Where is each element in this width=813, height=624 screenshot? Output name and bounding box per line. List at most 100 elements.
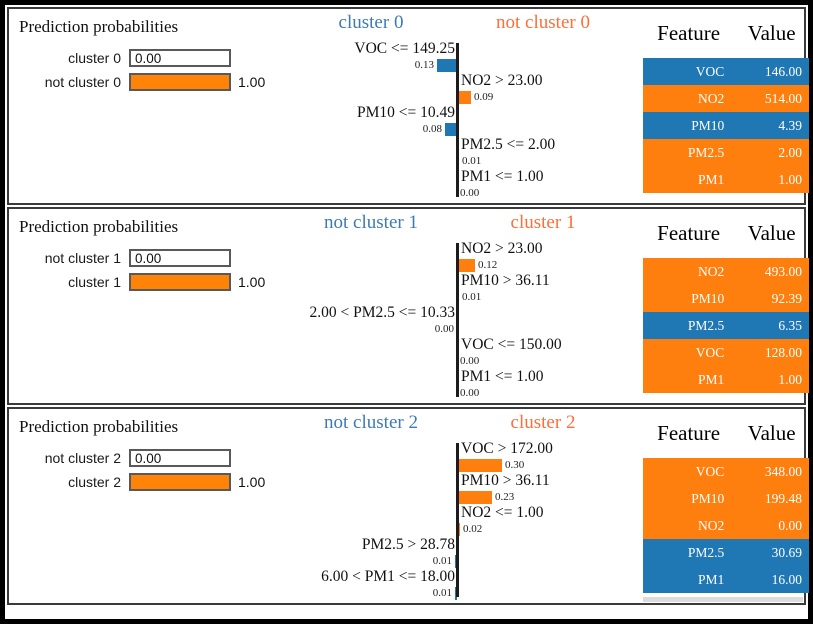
feature-row: PM2.5 > 28.78 0.01: [285, 536, 629, 568]
feature-label: PM2.5 > 28.78: [361, 536, 455, 553]
feature-weight-chart: not cluster 1 cluster 1 NO2 > 23.00 0.12…: [285, 211, 629, 403]
feature-label: PM1 <= 1.00: [461, 368, 544, 385]
feature-weight: 0.02: [463, 523, 483, 535]
feature-label: 2.00 < PM2.5 <= 10.33: [309, 304, 455, 321]
feature-row: VOC > 172.00 0.30: [285, 440, 629, 472]
feature-value-cell: 2.00: [778, 144, 802, 160]
probability-label: cluster 2: [68, 474, 121, 490]
table-row: PM1 16.00: [643, 566, 809, 593]
feature-name-cell: PM1: [698, 171, 725, 187]
feature-name-cell: NO2: [698, 517, 725, 533]
feature-name-cell: PM2.5: [687, 144, 725, 160]
probability-value: 0.00: [135, 450, 162, 466]
feature-name-cell: VOC: [695, 463, 725, 479]
feature-bar: [457, 90, 471, 104]
feature-weight: 0.00: [460, 355, 480, 367]
feature-value-cell: 0.00: [778, 517, 802, 533]
table-row: NO2 0.00: [643, 512, 809, 539]
feature-name-cell: PM10: [691, 290, 725, 306]
table-row: VOC 128.00: [643, 339, 809, 366]
table-row: PM1 1.00: [643, 366, 809, 393]
feature-name-cell: VOC: [695, 63, 725, 79]
feature-weight: 0.00: [434, 323, 454, 335]
probability-bar-filled: [129, 73, 231, 91]
legend-right-label: not cluster 0: [496, 12, 590, 33]
lime-panel-cluster-2: Prediction probabilities not cluster 2 0…: [7, 407, 809, 605]
feature-value-cell: 348.00: [764, 463, 802, 479]
feature-row: VOC <= 150.00 0.00: [285, 336, 629, 368]
feature-weight: 0.01: [432, 555, 452, 567]
probability-row: not cluster 2 0.00: [17, 449, 292, 467]
feature-weight-chart: not cluster 2 cluster 2 VOC > 172.00 0.3…: [285, 411, 629, 603]
feature-weight: 0.01: [432, 587, 452, 599]
feature-label: VOC > 172.00: [461, 440, 553, 457]
feature-bar: [457, 458, 502, 472]
feature-rows: VOC > 172.00 0.30 PM10 > 36.11 0.23 NO2 …: [285, 440, 629, 600]
feature-value-table: Feature Value VOC 348.00 PM10 199.48 NO2 0.…: [643, 419, 809, 593]
chart-legend: cluster 0 not cluster 0: [285, 11, 629, 37]
feature-weight: 0.01: [462, 291, 482, 303]
feature-row: 6.00 < PM1 <= 18.00 0.01: [285, 568, 629, 600]
feature-weight-chart: cluster 0 not cluster 0 VOC <= 149.25 0.…: [285, 11, 629, 203]
lime-panel-cluster-1: Prediction probabilities not cluster 1 0…: [7, 207, 809, 405]
feature-weight: 0.23: [495, 491, 515, 503]
feature-value-table: Feature Value VOC 146.00 NO2 514.00 PM10 4.…: [643, 19, 809, 193]
feature-value-cell: 16.00: [771, 571, 802, 587]
feature-bar: [437, 58, 457, 72]
probability-label: not cluster 0: [44, 74, 121, 90]
feature-bar: [457, 258, 475, 272]
table-row: NO2 514.00: [643, 85, 809, 112]
feature-label: PM2.5 <= 2.00: [461, 136, 556, 153]
feature-name-cell: PM1: [698, 371, 725, 387]
feature-value-cell: 4.39: [778, 117, 802, 133]
chart-legend: not cluster 2 cluster 2: [285, 411, 629, 437]
feature-label: NO2 > 23.00: [461, 72, 543, 89]
probability-bar-empty: 0.00: [129, 49, 231, 67]
legend-left-label: cluster 0: [338, 12, 404, 33]
table-row: PM10 199.48: [643, 485, 809, 512]
table-row: PM2.5 6.35: [643, 312, 809, 339]
feature-value-cell: 128.00: [764, 344, 802, 360]
table-scrollbar[interactable]: [643, 597, 803, 602]
probability-value: 1.00: [238, 74, 266, 90]
feature-label: NO2 > 23.00: [461, 240, 543, 257]
feature-row: NO2 > 23.00 0.12: [285, 240, 629, 272]
table-header-feature: Feature: [657, 421, 721, 445]
probability-row: not cluster 1 0.00: [17, 249, 292, 267]
table-row: PM1 1.00: [643, 166, 809, 193]
prediction-probabilities-section: Prediction probabilities not cluster 2 0…: [17, 417, 292, 497]
feature-row: PM1 <= 1.00 0.00: [285, 368, 629, 400]
legend-left-label: not cluster 1: [324, 212, 418, 233]
feature-value-cell: 1.00: [778, 171, 802, 187]
feature-value-cell: 30.69: [771, 544, 802, 560]
legend-left-label: not cluster 2: [324, 412, 418, 433]
feature-rows: VOC <= 149.25 0.13 NO2 > 23.00 0.09 PM10…: [285, 40, 629, 200]
feature-row: NO2 > 23.00 0.09: [285, 72, 629, 104]
feature-weight: 0.13: [414, 59, 434, 71]
probability-row: cluster 0 0.00: [17, 49, 292, 67]
feature-weight: 0.00: [460, 387, 480, 399]
feature-weight: 0.08: [422, 123, 442, 135]
probability-row: cluster 1 1.00: [17, 273, 292, 291]
feature-name-cell: PM10: [691, 117, 725, 133]
feature-name-cell: NO2: [698, 263, 725, 279]
table-row: PM10 92.39: [643, 285, 809, 312]
feature-value-cell: 493.00: [764, 263, 802, 279]
feature-name-cell: PM2.5: [687, 544, 725, 560]
feature-weight: 0.00: [460, 187, 480, 199]
probability-label: not cluster 1: [44, 250, 121, 266]
prediction-probabilities-title: Prediction probabilities: [19, 17, 179, 36]
feature-weight: 0.01: [462, 155, 482, 167]
chart-legend: not cluster 1 cluster 1: [285, 211, 629, 237]
probability-bar-filled: [129, 473, 231, 491]
table-row: VOC 348.00: [643, 458, 809, 485]
feature-label: NO2 <= 1.00: [461, 504, 544, 521]
feature-weight: 0.30: [505, 459, 525, 471]
table-header-feature: Feature: [657, 21, 721, 45]
probability-value: 1.00: [238, 274, 266, 290]
lime-panel-cluster-0: Prediction probabilities cluster 0 0.00 …: [7, 7, 809, 205]
table-header-row: Feature Value: [643, 21, 809, 46]
feature-value-cell: 1.00: [778, 371, 802, 387]
feature-bar: [445, 122, 457, 136]
